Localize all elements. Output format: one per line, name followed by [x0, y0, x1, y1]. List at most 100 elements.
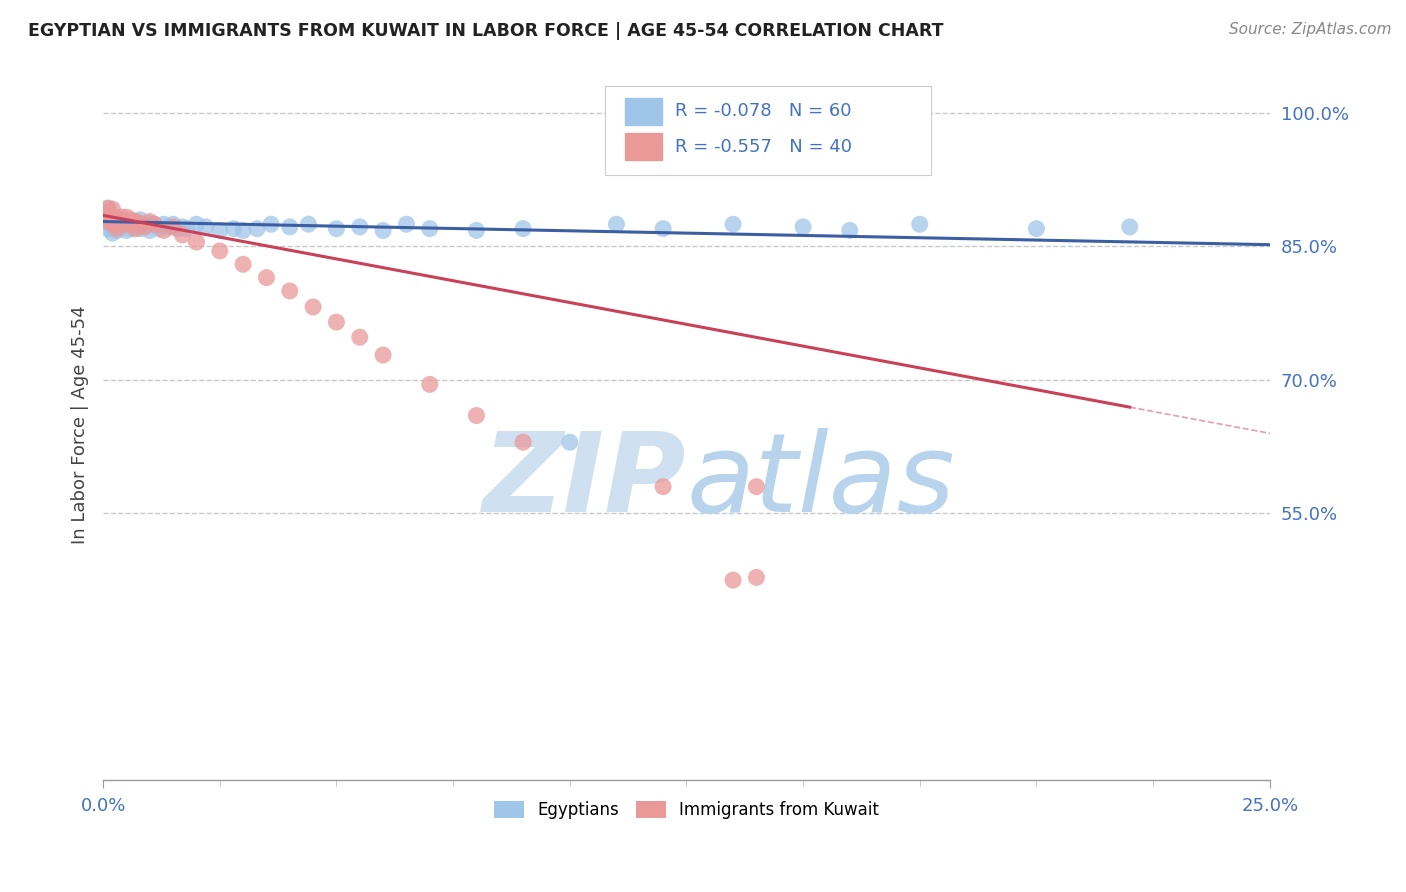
Text: R = -0.078   N = 60: R = -0.078 N = 60	[675, 103, 851, 120]
Point	[512, 221, 534, 235]
Point	[745, 480, 768, 494]
Point	[260, 217, 283, 231]
Point	[143, 217, 166, 231]
Point	[325, 315, 347, 329]
Point	[125, 214, 148, 228]
Point	[465, 223, 488, 237]
Point	[115, 210, 138, 224]
Point	[125, 221, 148, 235]
Point	[111, 212, 134, 227]
Point	[115, 216, 138, 230]
Y-axis label: In Labor Force | Age 45-54: In Labor Force | Age 45-54	[72, 305, 89, 544]
Point	[152, 223, 174, 237]
Bar	[624, 133, 662, 161]
Point	[186, 217, 208, 231]
Point	[111, 214, 134, 228]
Point	[139, 223, 162, 237]
Point	[111, 210, 134, 224]
Point	[101, 209, 124, 223]
Point	[105, 211, 128, 225]
Point	[97, 201, 120, 215]
Point	[222, 221, 245, 235]
Point	[162, 219, 184, 234]
Point	[792, 219, 814, 234]
Point	[125, 214, 148, 228]
Point	[1025, 221, 1047, 235]
Point	[371, 223, 394, 237]
Point	[162, 217, 184, 231]
Point	[97, 201, 120, 215]
Point	[101, 202, 124, 216]
Point	[208, 223, 231, 237]
Point	[157, 219, 180, 234]
Point	[349, 219, 371, 234]
Legend: Egyptians, Immigrants from Kuwait: Egyptians, Immigrants from Kuwait	[488, 794, 886, 825]
Point	[101, 217, 124, 231]
Point	[232, 223, 254, 237]
Point	[139, 216, 162, 230]
Point	[115, 223, 138, 237]
Point	[120, 217, 142, 231]
Point	[139, 214, 162, 228]
Point	[194, 219, 217, 234]
Text: R = -0.557   N = 40: R = -0.557 N = 40	[675, 138, 852, 156]
Point	[105, 223, 128, 237]
Point	[105, 217, 128, 231]
Point	[325, 221, 347, 235]
Point	[512, 435, 534, 450]
Point	[152, 217, 174, 231]
Point	[101, 211, 124, 225]
Point	[105, 221, 128, 235]
Text: atlas: atlas	[686, 428, 955, 535]
Point	[143, 217, 166, 231]
Point	[208, 244, 231, 258]
Point	[120, 221, 142, 235]
Point	[105, 219, 128, 234]
Point	[97, 205, 120, 219]
Point	[652, 480, 675, 494]
Point	[721, 217, 744, 231]
Point	[419, 377, 441, 392]
Point	[652, 221, 675, 235]
Point	[105, 214, 128, 228]
Point	[176, 221, 198, 235]
Point	[97, 221, 120, 235]
Point	[278, 219, 301, 234]
Point	[302, 300, 325, 314]
Point	[349, 330, 371, 344]
Point	[419, 221, 441, 235]
Point	[97, 216, 120, 230]
Point	[101, 221, 124, 235]
Point	[129, 221, 152, 235]
FancyBboxPatch shape	[605, 87, 931, 176]
Point	[101, 226, 124, 240]
Point	[721, 573, 744, 587]
Point	[148, 221, 170, 235]
Point	[166, 221, 188, 235]
Text: EGYPTIAN VS IMMIGRANTS FROM KUWAIT IN LABOR FORCE | AGE 45-54 CORRELATION CHART: EGYPTIAN VS IMMIGRANTS FROM KUWAIT IN LA…	[28, 22, 943, 40]
Point	[172, 219, 194, 234]
Point	[186, 235, 208, 249]
Point	[101, 217, 124, 231]
Point	[605, 217, 627, 231]
Point	[115, 217, 138, 231]
Point	[745, 570, 768, 584]
Text: ZIP: ZIP	[482, 428, 686, 535]
Point	[256, 270, 278, 285]
Point	[465, 409, 488, 423]
Point	[172, 227, 194, 242]
Point	[134, 219, 156, 234]
Point	[97, 210, 120, 224]
Point	[232, 257, 254, 271]
Point	[129, 212, 152, 227]
Point	[908, 217, 931, 231]
Point	[134, 217, 156, 231]
Point	[371, 348, 394, 362]
Point	[120, 212, 142, 227]
Point	[111, 219, 134, 233]
Point	[120, 218, 142, 232]
Bar	[624, 98, 662, 125]
Point	[246, 221, 269, 235]
Point	[278, 284, 301, 298]
Point	[129, 216, 152, 230]
